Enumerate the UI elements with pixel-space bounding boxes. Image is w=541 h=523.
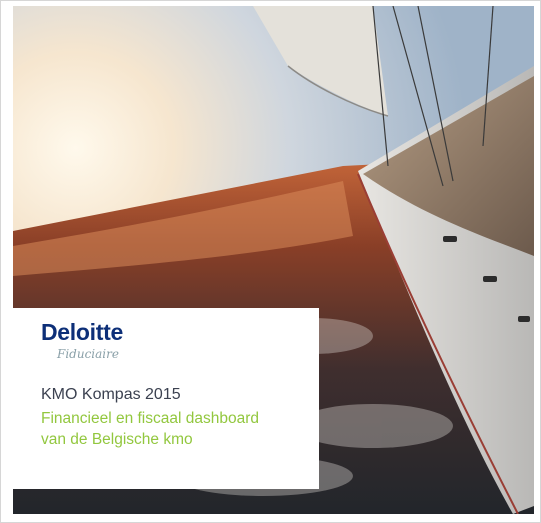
title-card: Deloitte Fiduciaire KMO Kompas 2015 Fina… [13, 308, 319, 489]
report-subtitle: Financieel en fiscaal dashboard [41, 410, 259, 428]
brand-subtitle: Fiduciaire [57, 347, 119, 361]
cover-frame: Deloitte Fiduciaire KMO Kompas 2015 Fina… [0, 0, 541, 523]
report-title: KMO Kompas 2015 [41, 386, 181, 404]
report-subtitle: van de Belgische kmo [41, 431, 193, 449]
page: Deloitte Fiduciaire KMO Kompas 2015 Fina… [0, 0, 541, 523]
brand-name: Deloitte [41, 319, 123, 346]
